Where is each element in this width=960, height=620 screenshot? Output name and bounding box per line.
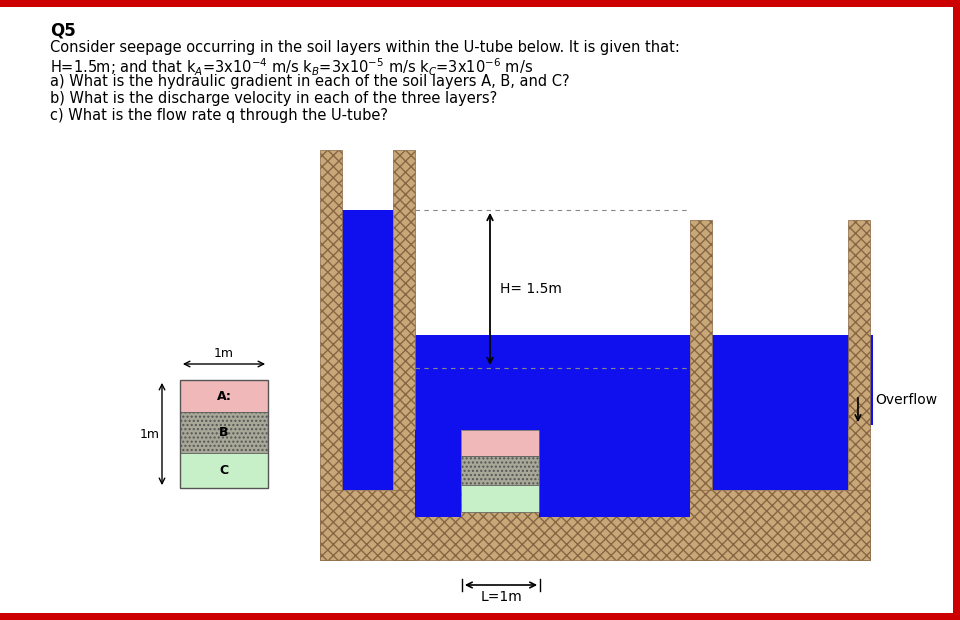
Text: Consider seepage occurring in the soil layers within the U-tube below. It is giv: Consider seepage occurring in the soil l… [50,40,680,55]
Bar [953,0,960,620]
Bar [180,380,268,488]
Bar [342,210,393,490]
Bar [461,430,539,456]
Bar [461,456,539,485]
Bar [180,412,268,453]
Text: C: C [220,464,228,477]
Text: a) What is the hydraulic gradient in each of the soil layers A, B, and C?: a) What is the hydraulic gradient in eac… [50,74,569,89]
Text: L=1m: L=1m [480,590,522,604]
Text: A:: A: [217,390,231,403]
Bar [415,430,461,517]
Bar [180,380,268,412]
Bar [415,512,690,560]
Text: c) What is the flow rate q through the U-tube?: c) What is the flow rate q through the U… [50,108,388,123]
Text: H= 1.5m: H= 1.5m [500,282,562,296]
Bar [848,220,870,560]
Bar [320,490,870,560]
Bar [712,335,848,490]
Bar [0,613,960,620]
Bar [415,335,690,430]
Bar [393,150,415,560]
Bar [180,453,268,488]
Bar [848,335,873,425]
Bar [320,150,342,560]
Text: b) What is the discharge velocity in each of the three layers?: b) What is the discharge velocity in eac… [50,91,497,106]
Text: Q5: Q5 [50,22,76,40]
Text: B: B [219,427,228,440]
Bar [539,430,690,517]
Text: Overflow: Overflow [875,393,937,407]
Text: 1m: 1m [214,347,234,360]
Bar [461,485,539,512]
Text: 1m: 1m [140,428,160,440]
Bar [0,0,960,7]
Bar [690,220,712,560]
Text: H=1.5m; and that k$_A$=3x10$^{-4}$ m/s k$_B$=3x10$^{-5}$ m/s k$_C$=3x10$^{-6}$ m: H=1.5m; and that k$_A$=3x10$^{-4}$ m/s k… [50,57,533,78]
